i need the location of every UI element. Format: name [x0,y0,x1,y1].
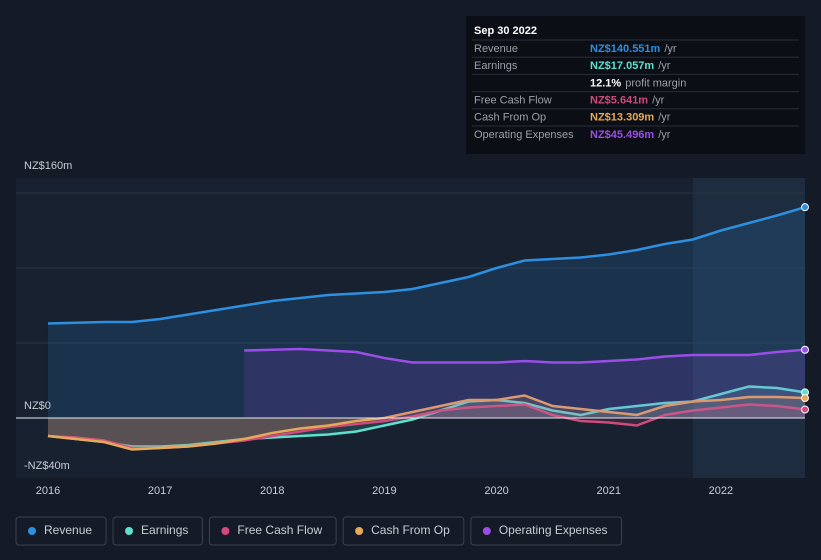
tooltip-value: NZ$13.309m [590,112,654,124]
y-tick-label: NZ$160m [24,160,72,172]
legend-item[interactable]: Cash From Op [342,516,465,546]
tooltip-unit: profit margin [625,77,686,89]
legend-item[interactable]: Operating Expenses [470,516,623,546]
tooltip-unit: /yr [652,95,665,107]
tooltip-box [466,16,805,154]
tooltip-value: 12.1% [590,77,621,89]
legend-label: Free Cash Flow [237,523,322,537]
legend-box [15,516,107,546]
legend-box [208,516,337,546]
x-tick-label: 2016 [36,485,60,497]
x-tick-label: 2018 [260,485,284,497]
legend-swatch [482,527,491,535]
legend-label: Revenue [44,523,92,537]
y-tick-label: -NZ$40m [24,460,70,472]
tooltip-date: Sep 30 2022 [474,25,537,37]
tooltip-value: NZ$17.057m [590,60,654,72]
series-line [47,205,806,325]
series-line [244,347,806,364]
legend-swatch [355,527,364,535]
series-area [244,349,805,418]
legend-swatch [125,527,134,535]
legend-box [112,516,203,546]
legend-box [342,516,465,546]
tooltip-unit: /yr [658,60,671,72]
tooltip-value: NZ$45.496m [590,129,654,141]
series-area [47,395,806,450]
end-dot [801,405,809,414]
tooltip-value: NZ$5.641m [590,95,648,107]
legend-item[interactable]: Free Cash Flow [208,516,337,546]
tooltip-label: Revenue [474,43,518,55]
tooltip-value: NZ$140.551m [590,43,661,55]
series-line [47,385,806,448]
legend-box [470,516,623,546]
plot-background [16,178,805,478]
legend-label: Operating Expenses [499,523,608,537]
series-area [47,207,806,418]
legend-item[interactable]: Revenue [15,516,107,546]
tooltip-unit: /yr [658,112,671,124]
legend-swatch [28,527,36,535]
end-dot [801,394,809,403]
x-tick-label: 2021 [596,485,620,497]
tooltip-unit: /yr [658,129,671,141]
legend-item[interactable]: Earnings [112,516,203,546]
tooltip-label: Free Cash Flow [474,95,552,107]
legend-label: Earnings [141,523,188,537]
series-area [47,404,806,448]
highlight-band [692,178,805,478]
x-tick-label: 2017 [148,485,172,497]
legend-swatch [221,527,230,535]
x-tick-label: 2022 [709,485,733,497]
tooltip-label: Cash From Op [474,112,546,124]
end-dot [801,345,809,354]
series-area [47,386,806,447]
tooltip-unit: /yr [664,43,677,55]
end-dot [801,203,809,212]
tooltip-label: Earnings [474,60,518,72]
series-line [47,394,806,451]
tooltip-label: Operating Expenses [474,129,574,141]
x-tick-label: 2020 [484,485,508,497]
y-tick-label: NZ$0 [24,400,51,412]
tooltip: Sep 30 2022 Revenue NZ$140.551m/yr Earnings… [466,16,805,154]
x-tick-label: 2019 [372,485,396,497]
legend-label: Cash From Op [371,523,450,537]
